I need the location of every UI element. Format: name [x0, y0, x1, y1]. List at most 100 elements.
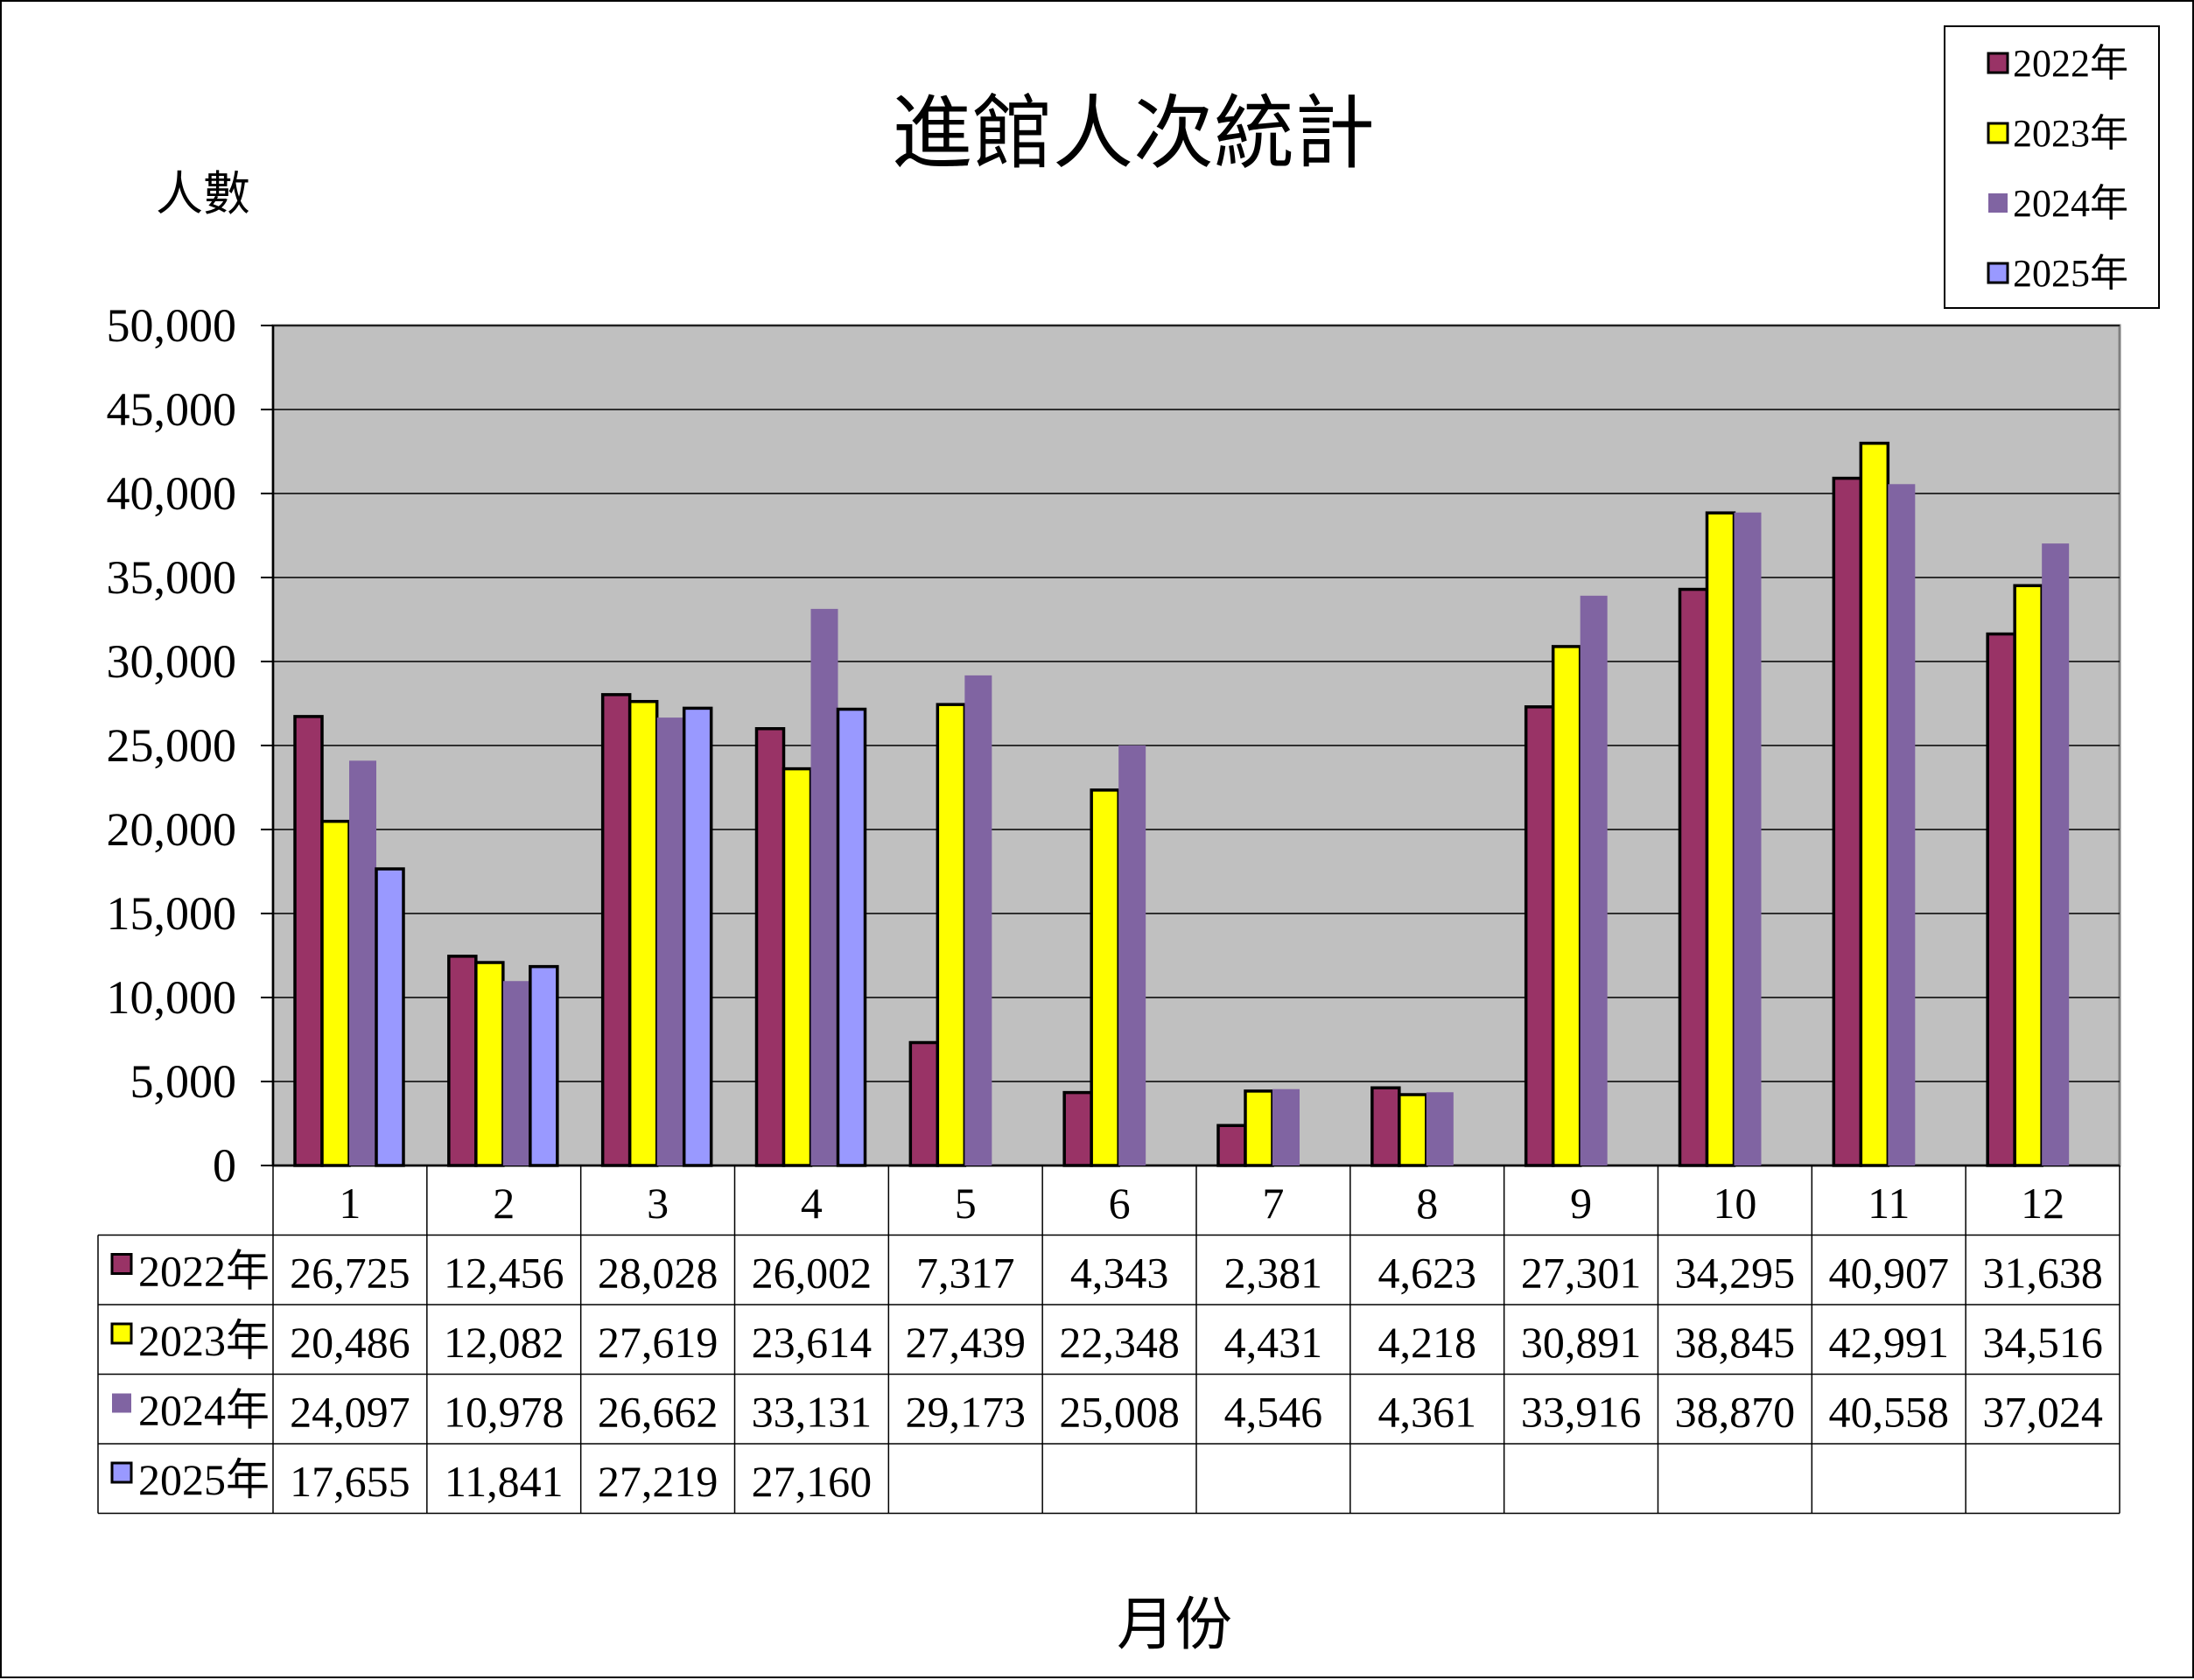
y-tick-label: 30,000 [107, 635, 237, 688]
data-label: 27,619 [598, 1318, 718, 1367]
data-label: 4,361 [1378, 1388, 1477, 1437]
y-tick-label: 35,000 [107, 551, 237, 604]
bar-2022年-11 [1832, 476, 1863, 1167]
data-label: 30,891 [1521, 1318, 1642, 1367]
bar-2025年-2 [529, 964, 559, 1167]
data-label: 24,097 [290, 1388, 410, 1437]
bar-2023年-9 [1551, 645, 1582, 1167]
table-legend-key [112, 1393, 131, 1413]
data-label: 29,173 [906, 1388, 1027, 1437]
bar-2023年-3 [627, 699, 659, 1167]
bar-2022年-7 [1216, 1124, 1247, 1167]
x-tick-label: 6 [1109, 1179, 1131, 1228]
data-label: 4,546 [1224, 1388, 1323, 1437]
bar-2024年-9 [1580, 595, 1608, 1166]
table-series-label: 2022年 [138, 1247, 270, 1296]
x-tick-label: 3 [647, 1179, 669, 1228]
bar-2022年-4 [754, 727, 786, 1167]
x-tick-label: 11 [1868, 1179, 1910, 1228]
data-label: 38,870 [1675, 1388, 1796, 1437]
bar-2023年-4 [782, 766, 813, 1167]
x-tick-label: 2 [493, 1179, 515, 1228]
x-tick-label: 10 [1713, 1179, 1756, 1228]
data-label: 4,431 [1224, 1318, 1323, 1367]
table-legend-key [110, 1461, 133, 1484]
bar-2022年-2 [447, 955, 478, 1167]
legend-key-2024年 [1988, 193, 2008, 213]
data-label: 34,295 [1675, 1249, 1796, 1298]
data-label: 11,841 [445, 1457, 564, 1506]
bar-2025年-1 [375, 867, 405, 1167]
data-label: 37,024 [1982, 1388, 2103, 1437]
data-label: 20,486 [290, 1318, 410, 1367]
bar-2022年-10 [1678, 587, 1709, 1167]
legend-label: 2025年 [2013, 252, 2128, 295]
x-axis-label: 月份 [1117, 1593, 1232, 1657]
data-label: 17,655 [290, 1457, 410, 1506]
bar-2022年-1 [293, 715, 324, 1167]
bar-2025年-4 [836, 707, 867, 1167]
data-label: 25,008 [1059, 1388, 1180, 1437]
legend-key-2025年 [1987, 262, 2009, 284]
bar-2024年-6 [1118, 745, 1146, 1166]
data-label: 34,516 [1982, 1318, 2103, 1367]
bar-2023年-6 [1090, 788, 1120, 1167]
table-series-label: 2025年 [138, 1455, 270, 1504]
x-tick-label: 1 [339, 1179, 361, 1228]
y-tick-label: 10,000 [107, 971, 237, 1024]
bar-2023年-11 [1859, 441, 1890, 1167]
data-label: 4,623 [1378, 1249, 1477, 1298]
y-tick-label: 0 [213, 1139, 236, 1192]
y-tick-label: 50,000 [107, 299, 237, 352]
bar-2022年-8 [1370, 1086, 1401, 1167]
x-tick-label: 5 [955, 1179, 977, 1228]
bar-2023年-7 [1244, 1089, 1274, 1167]
legend-key-2023年 [1987, 122, 2009, 144]
data-label: 33,131 [752, 1388, 873, 1437]
data-label: 27,301 [1521, 1249, 1642, 1298]
bar-2022年-3 [600, 693, 632, 1167]
bar-2024年-10 [1734, 512, 1762, 1166]
legend-key-2022年 [1987, 52, 2009, 74]
bar-2024年-8 [1426, 1092, 1454, 1166]
bar-2023年-2 [474, 961, 505, 1167]
plot-area: 0 5,000 10,000 15,000 20,000 25,000 30,000 35,0… [107, 299, 2121, 1192]
data-label: 7,317 [916, 1249, 1015, 1298]
bar-2022年-12 [1986, 632, 2016, 1167]
data-label: 42,991 [1829, 1318, 1950, 1367]
bar-2024年-1 [349, 760, 376, 1166]
bar-2022年-5 [908, 1040, 940, 1167]
bar-2022年-9 [1524, 705, 1555, 1167]
legend: 2022年 2023年 2024年 2025年 [1944, 25, 2160, 309]
data-label: 12,082 [444, 1318, 564, 1367]
table-series-label: 2024年 [138, 1386, 270, 1435]
y-tick-label: 40,000 [107, 467, 237, 520]
x-tick-label: 4 [801, 1179, 823, 1228]
data-label: 38,845 [1675, 1318, 1796, 1367]
y-tick-label: 20,000 [107, 803, 237, 856]
bar-2024年-7 [1272, 1088, 1300, 1166]
x-tick-label: 12 [2021, 1179, 2064, 1228]
data-label: 10,978 [444, 1388, 564, 1437]
data-label: 40,907 [1829, 1249, 1950, 1298]
data-label: 23,614 [752, 1318, 873, 1367]
data-label: 26,002 [752, 1249, 873, 1298]
data-label: 27,439 [906, 1318, 1027, 1367]
bar-2024年-11 [1888, 484, 1916, 1166]
bar-2024年-12 [2042, 543, 2070, 1166]
x-tick-label: 8 [1416, 1179, 1438, 1228]
table-series-label: 2023年 [138, 1316, 270, 1365]
y-tick-label: 5,000 [130, 1055, 237, 1108]
y-tick-label: 25,000 [107, 719, 237, 772]
legend-label: 2024年 [2013, 182, 2128, 225]
x-tick-label: 9 [1570, 1179, 1592, 1228]
data-label: 31,638 [1982, 1249, 2103, 1298]
bar-2022年-6 [1062, 1090, 1093, 1167]
data-label: 27,219 [598, 1457, 718, 1506]
chart-title: 進館人次統計 [892, 89, 1375, 178]
data-label: 4,218 [1378, 1318, 1477, 1367]
data-label: 4,343 [1070, 1249, 1169, 1298]
